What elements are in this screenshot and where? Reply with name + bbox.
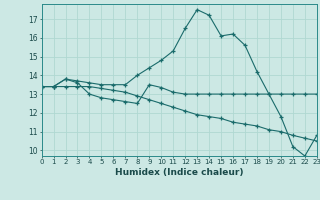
X-axis label: Humidex (Indice chaleur): Humidex (Indice chaleur) [115,168,244,177]
